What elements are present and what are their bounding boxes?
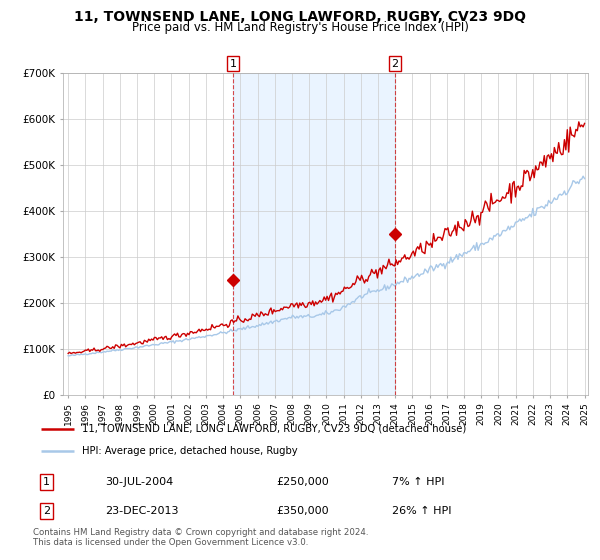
Text: 1: 1	[230, 59, 236, 69]
Bar	[233, 73, 395, 395]
Text: 26% ↑ HPI: 26% ↑ HPI	[392, 506, 451, 516]
Text: £350,000: £350,000	[276, 506, 329, 516]
Text: 23-DEC-2013: 23-DEC-2013	[105, 506, 178, 516]
Text: 30-JUL-2004: 30-JUL-2004	[105, 477, 173, 487]
Text: 11, TOWNSEND LANE, LONG LAWFORD, RUGBY, CV23 9DQ (detached house): 11, TOWNSEND LANE, LONG LAWFORD, RUGBY, …	[82, 424, 466, 434]
Text: £250,000: £250,000	[276, 477, 329, 487]
Text: HPI: Average price, detached house, Rugby: HPI: Average price, detached house, Rugb…	[82, 446, 297, 455]
Text: 11, TOWNSEND LANE, LONG LAWFORD, RUGBY, CV23 9DQ: 11, TOWNSEND LANE, LONG LAWFORD, RUGBY, …	[74, 10, 526, 24]
Text: 2: 2	[391, 59, 398, 69]
Text: 7% ↑ HPI: 7% ↑ HPI	[392, 477, 444, 487]
Text: 1: 1	[43, 477, 50, 487]
Text: 2: 2	[43, 506, 50, 516]
Text: Price paid vs. HM Land Registry's House Price Index (HPI): Price paid vs. HM Land Registry's House …	[131, 21, 469, 34]
Text: Contains HM Land Registry data © Crown copyright and database right 2024.
This d: Contains HM Land Registry data © Crown c…	[33, 528, 368, 548]
